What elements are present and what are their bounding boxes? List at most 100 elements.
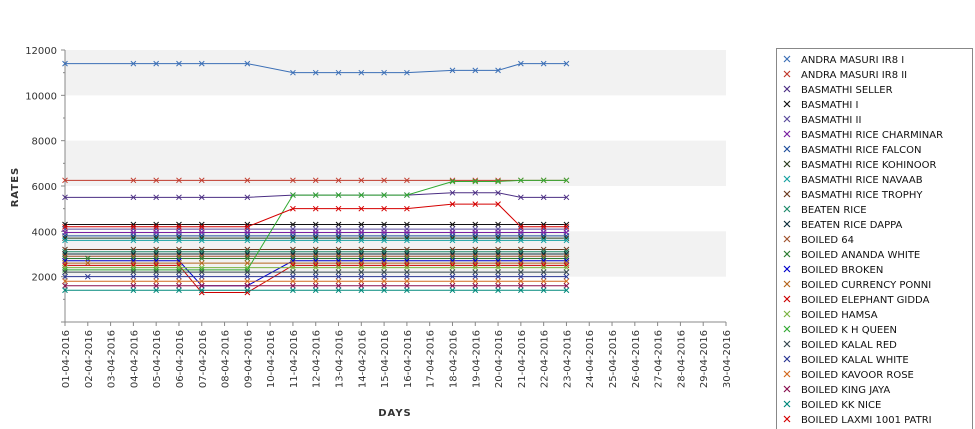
- data-point: [540, 221, 547, 228]
- data-point: [381, 287, 387, 294]
- data-point: [472, 273, 479, 280]
- data-point: [495, 287, 501, 294]
- data-point: [335, 257, 342, 264]
- data-point: [198, 233, 205, 239]
- data-point: [130, 177, 137, 184]
- data-point: [198, 177, 205, 184]
- legend-item: BASMATHI RICE NAVAAB: [783, 175, 923, 186]
- data-point: [404, 246, 410, 253]
- data-point: [358, 205, 365, 212]
- legend-label: BASMATHI RICE TROPHY: [801, 190, 923, 201]
- data-point: [518, 262, 524, 269]
- data-point: [290, 237, 296, 244]
- data-point: [198, 235, 205, 241]
- data-point: [62, 233, 68, 239]
- data-point: [312, 235, 319, 241]
- data-point: [176, 282, 182, 289]
- data-point: [244, 273, 251, 280]
- data-point: [358, 264, 365, 271]
- legend-item: BOILED ANANDA WHITE: [783, 250, 920, 261]
- data-point: [244, 194, 251, 201]
- data-point: [290, 282, 296, 289]
- data-point: [176, 221, 182, 228]
- data-point: [563, 264, 570, 271]
- legend-label: BASMATHI RICE CHARMINAR: [801, 130, 943, 141]
- x-tick-label: 14-04-2016: [357, 330, 368, 388]
- y-axis: 2000 4000 6000 8000 10000 12000: [25, 46, 66, 323]
- data-point: [290, 69, 296, 76]
- data-point: [518, 287, 524, 294]
- legend-marker: [783, 175, 791, 183]
- data-point: [540, 278, 547, 285]
- data-point: [358, 255, 365, 262]
- y-tick-label: 4000: [32, 227, 57, 238]
- data-point: [381, 282, 387, 289]
- series-19: [62, 269, 570, 275]
- data-point: [518, 253, 524, 260]
- legend-item: BOILED ELEPHANT GIDDA: [783, 295, 930, 306]
- data-point: [563, 287, 570, 294]
- data-point: [62, 264, 68, 271]
- data-point: [153, 260, 160, 266]
- data-point: [381, 251, 387, 257]
- x-tick-label: 20-04-2016: [494, 330, 505, 388]
- data-point: [563, 273, 570, 280]
- data-point: [62, 269, 68, 275]
- data-point: [540, 255, 547, 262]
- legend-item: BOILED CURRENCY PONNI: [783, 280, 931, 291]
- data-point: [198, 287, 205, 294]
- legend-marker: [783, 370, 791, 378]
- data-point: [153, 282, 160, 289]
- data-point: [312, 177, 319, 184]
- data-point: [404, 282, 410, 289]
- data-point: [176, 278, 182, 285]
- data-point: [449, 178, 456, 185]
- data-point: [290, 221, 296, 228]
- data-point: [495, 273, 501, 280]
- series-12: [62, 253, 570, 260]
- legend-item: BASMATHI RICE CHARMINAR: [783, 130, 943, 141]
- legend-marker: [783, 160, 791, 168]
- series-10: [62, 248, 570, 255]
- data-point: [404, 221, 410, 228]
- legend-marker: [783, 85, 791, 93]
- data-point: [176, 257, 182, 264]
- data-point: [153, 237, 160, 244]
- data-point: [198, 246, 205, 253]
- legend-item: BASMATHI RICE KOHINOOR: [783, 160, 936, 171]
- data-point: [495, 177, 501, 184]
- legend-item: BOILED BROKEN: [783, 265, 883, 276]
- data-point: [472, 177, 479, 184]
- data-point: [153, 177, 160, 184]
- data-point: [518, 235, 524, 241]
- series-9: [62, 246, 570, 253]
- data-point: [153, 253, 160, 260]
- legend-item: ANDRA MASURI IR8 I: [783, 55, 904, 66]
- data-point: [495, 248, 501, 255]
- data-point: [312, 255, 319, 262]
- data-point: [495, 282, 501, 289]
- legend-marker: [783, 295, 791, 303]
- data-point: [335, 246, 342, 253]
- data-point: [153, 235, 160, 241]
- data-point: [563, 194, 570, 201]
- data-point: [312, 269, 319, 275]
- data-point: [358, 192, 365, 198]
- data-point: [335, 221, 342, 228]
- data-point: [335, 235, 342, 241]
- x-tick-label: 19-04-2016: [471, 330, 482, 388]
- x-tick-label: 26-04-2016: [631, 330, 642, 388]
- data-point: [449, 269, 456, 275]
- legend-box: [776, 48, 973, 429]
- data-point: [130, 260, 137, 266]
- data-point: [176, 267, 182, 273]
- x-tick-label: 02-04-2016: [84, 330, 95, 388]
- data-point: [335, 177, 342, 184]
- legend-marker: [783, 220, 791, 228]
- data-point: [290, 278, 296, 285]
- data-point: [472, 201, 479, 207]
- data-point: [84, 273, 91, 280]
- data-point: [518, 246, 524, 253]
- series-line: [65, 203, 567, 228]
- data-point: [404, 257, 410, 264]
